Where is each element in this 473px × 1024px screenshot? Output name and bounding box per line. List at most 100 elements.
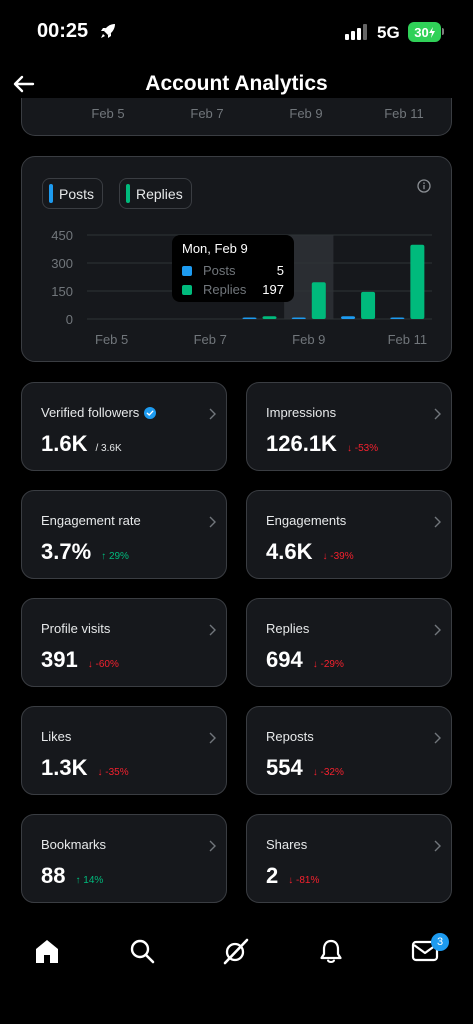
notifications-icon[interactable] [318,938,344,964]
chevron-right-icon [209,516,216,528]
tooltip-title: Mon, Feb 9 [182,241,248,256]
home-icon[interactable] [34,938,60,964]
stat-value-row: 1.6K / 3.6K [41,431,122,457]
stat-card-reposts[interactable]: Reposts 554 ↓ -32% [246,706,452,795]
stat-value-row: 554 ↓ -32% [266,755,344,781]
legend-posts-label: Posts [59,185,95,202]
x-tick-label: Feb 7 [194,332,227,347]
stat-value-row: 4.6K ↓ -39% [266,539,354,565]
tooltip-posts-swatch [182,265,192,276]
stat-card-engagement-rate[interactable]: Engagement rate 3.7% ↑ 29% [21,490,227,579]
chevron-right-icon [209,624,216,636]
stat-value-row: 126.1K ↓ -53% [266,431,378,457]
y-tick-label: 150 [51,284,73,299]
stat-value: 554 [266,755,303,780]
chevron-right-icon [434,408,441,420]
tooltip-row-posts: Posts 5 [182,261,284,280]
stat-change-down: ↓ -35% [97,767,129,778]
stat-change-value: -60% [95,659,119,670]
charging-icon [428,26,435,38]
prev-x-label: Feb 9 [289,106,323,121]
chevron-right-icon [434,516,441,528]
stat-value: 2 [266,863,279,888]
tooltip-replies-label: Replies [203,282,247,297]
tooltip-row-replies: Replies 197 [182,280,284,299]
rocket-icon [101,24,115,38]
stat-value: 1.3K [41,755,88,780]
stat-change-value: -39% [330,551,354,562]
legend-posts[interactable]: Posts [42,178,104,209]
tooltip-replies-swatch [182,284,192,295]
activity-chart-card: 0 150 300 450 Feb 5 Feb 7 Feb 9 Feb 11 Posts Re… [21,156,452,362]
stat-card-replies[interactable]: Replies 694 ↓ -29% [246,598,452,687]
network-type: 5G [377,23,400,42]
chevron-right-icon [434,624,441,636]
stat-card-likes[interactable]: Likes 1.3K ↓ -35% [21,706,227,795]
bar-posts [390,317,405,319]
stat-change-value: -53% [354,443,379,454]
y-tick-label: 0 [66,312,73,327]
stat-value: 4.6K [266,539,313,564]
bar-replies [361,291,376,319]
chevron-right-icon [209,840,216,852]
stat-value-row: 2 ↓ -81% [266,863,319,889]
stat-value-row: 391 ↓ -60% [41,647,119,673]
stat-value-row: 3.7% ↑ 29% [41,539,129,565]
stat-change-down: ↓ -32% [312,767,344,778]
stat-card-bookmarks[interactable]: Bookmarks 88 ↑ 14% [21,814,227,903]
stat-value: 694 [266,647,303,672]
stat-label: Impressions [266,405,337,420]
stat-change-down: ↓ -53% [346,443,379,454]
stat-change-value: 14% [83,875,104,886]
stat-change-value: -29% [320,659,344,670]
stat-value: 3.7% [41,539,92,564]
legend-replies-swatch [126,184,130,203]
header: Account Analytics [0,64,473,104]
stat-card-verified-followers[interactable]: Verified followers 1.6K / 3.6K [21,382,227,471]
stat-label: Profile visits [41,621,111,636]
x-tick-label: Feb 5 [95,332,128,347]
legend-replies[interactable]: Replies [119,178,192,209]
chart-tooltip: Mon, Feb 9 Posts 5 Replies 197 [172,235,294,302]
stat-change-down: ↓ -60% [87,659,119,670]
stat-card-engagements[interactable]: Engagements 4.6K ↓ -39% [246,490,452,579]
stat-label: Verified followers [41,405,140,420]
chevron-right-icon [209,408,216,420]
page-title: Account Analytics [145,72,328,95]
stat-value-row: 1.3K ↓ -35% [41,755,129,781]
info-icon[interactable] [417,179,431,193]
stat-change-up: ↑ 14% [75,875,104,886]
tooltip-replies-value: 197 [262,282,284,297]
stat-value: 88 [41,863,66,888]
back-arrow-icon[interactable] [12,72,36,96]
stat-change-value: -81% [296,875,320,886]
stat-value-row: 88 ↑ 14% [41,863,103,889]
stat-value: 1.6K [41,431,88,456]
legend-replies-label: Replies [136,185,183,202]
stat-card-impressions[interactable]: Impressions 126.1K ↓ -53% [246,382,452,471]
stat-card-profile-visits[interactable]: Profile visits 391 ↓ -60% [21,598,227,687]
search-icon[interactable] [129,938,155,964]
previous-chart-card: Feb 5 Feb 7 Feb 9 Feb 11 [21,98,452,136]
prev-x-label: Feb 11 [384,106,424,121]
bottom-nav [0,920,473,984]
x-tick-label: Feb 11 [388,332,428,347]
chevron-right-icon [434,732,441,744]
verified-badge-icon [144,406,157,419]
battery-indicator: 30 [408,22,441,42]
legend-posts-swatch [49,184,53,203]
stat-change-down: ↓ -81% [288,875,320,886]
chevron-right-icon [209,732,216,744]
battery-level: 30 [414,24,429,40]
battery-tip [442,28,444,35]
stat-change-down: ↓ -39% [322,551,354,562]
chevron-right-icon [434,840,441,852]
stat-change-value: 29% [108,551,129,562]
stat-subvalue: / 3.6K [95,443,122,454]
grok-icon[interactable] [222,938,249,965]
signal-icon [345,24,367,40]
x-tick-label: Feb 9 [292,332,325,347]
bar-posts [242,317,257,319]
stat-card-shares[interactable]: Shares 2 ↓ -81% [246,814,452,903]
stat-label: Replies [266,621,310,636]
